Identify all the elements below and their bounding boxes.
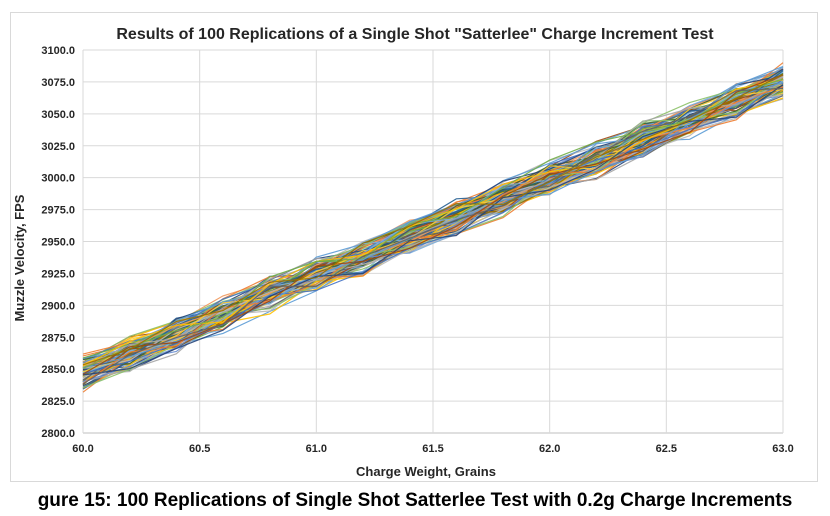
- y-tick-label: 2900.0: [41, 300, 75, 312]
- x-tick-label: 61.0: [306, 443, 327, 455]
- x-tick-label: 62.5: [656, 443, 677, 455]
- x-tick-label: 61.5: [422, 443, 443, 455]
- y-tick-label: 3050.0: [41, 109, 75, 121]
- y-tick-label: 2800.0: [41, 428, 75, 440]
- y-tick-label: 2925.0: [41, 268, 75, 280]
- replication-line: [82, 78, 784, 369]
- replication-line: [82, 86, 784, 384]
- y-axis-ticks: 2800.0 2825.0 2850.0 2875.0 2900.0 2925.0 2950…: [41, 45, 75, 440]
- y-tick-label: 2875.0: [41, 332, 75, 344]
- chart-frame: Results of 100 Replications of a Single …: [10, 12, 818, 482]
- figure-caption: gure 15: 100 Replications of Single Shot…: [37, 490, 793, 511]
- y-tick-label: 2950.0: [41, 237, 75, 249]
- replication-line: [82, 87, 784, 385]
- line-chart: Results of 100 Replications of a Single …: [12, 26, 794, 479]
- x-tick-label: 63.0: [772, 443, 793, 455]
- y-tick-label: 3025.0: [41, 141, 75, 153]
- x-axis-ticks: 60.0 60.5 61.0 61.5 62.0 62.5 63.0: [72, 443, 793, 455]
- y-tick-label: 2850.0: [41, 364, 75, 376]
- replication-line: [82, 78, 784, 375]
- x-axis-label: Charge Weight, Grains: [356, 464, 496, 479]
- x-tick-label: 62.0: [539, 443, 560, 455]
- replication-line: [82, 84, 784, 376]
- y-axis-label: Muzzle Velocity, FPS: [12, 194, 27, 321]
- x-tick-label: 60.5: [189, 443, 210, 455]
- y-tick-label: 3075.0: [41, 77, 75, 89]
- replication-line: [82, 74, 784, 375]
- chart-title: Results of 100 Replications of a Single …: [116, 26, 714, 43]
- y-tick-label: 2975.0: [41, 205, 75, 217]
- x-tick-label: 60.0: [72, 443, 93, 455]
- replication-line: [82, 73, 784, 366]
- y-tick-label: 3000.0: [41, 173, 75, 185]
- y-tick-label: 2825.0: [41, 396, 75, 408]
- y-tick-label: 3100.0: [41, 45, 75, 57]
- series-lines: [82, 62, 784, 393]
